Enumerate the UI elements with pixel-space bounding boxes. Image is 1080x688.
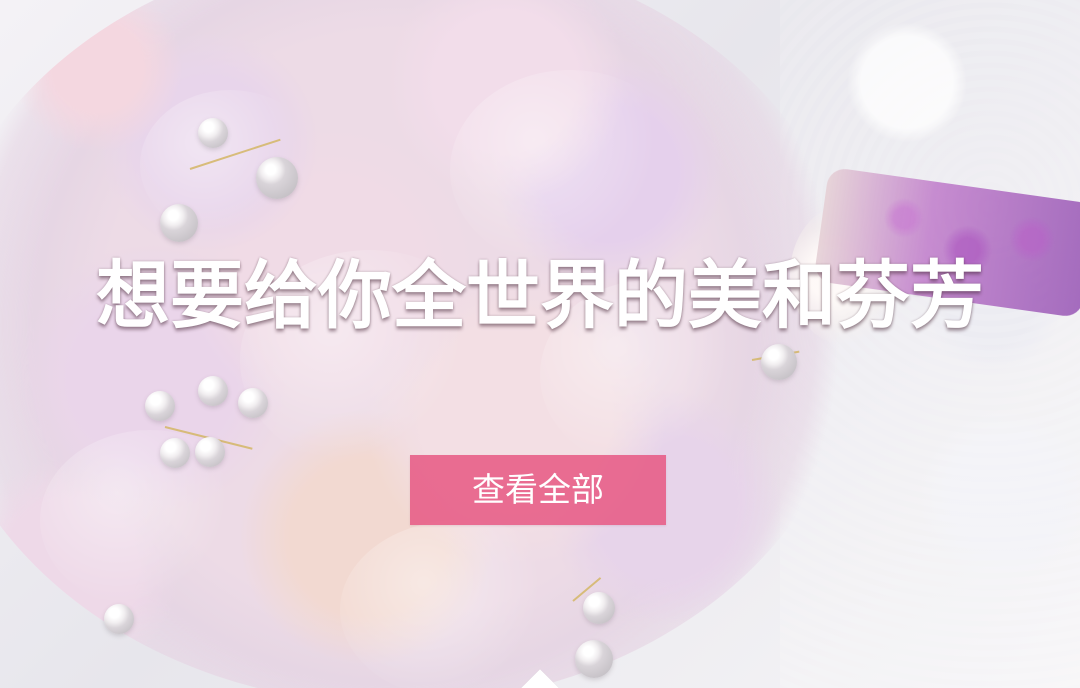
pearl-ornament	[195, 437, 225, 467]
pearl-ornament	[198, 376, 228, 406]
pearl-ornament	[575, 640, 613, 678]
flower-petals-highlight	[40, 430, 260, 610]
flower-petals-highlight	[540, 280, 760, 470]
pearl-ornament	[145, 391, 175, 421]
pearl-ornament	[761, 344, 797, 380]
flower-petals-highlight	[340, 520, 580, 688]
pearl-ornament	[104, 604, 134, 634]
flower-bouquet-image	[0, 0, 860, 688]
pearl-ornament	[256, 157, 298, 199]
pearl-ornament	[238, 388, 268, 418]
pearl-ornament	[160, 204, 198, 242]
pearl-ornament	[160, 438, 190, 468]
pearl-ornament	[583, 592, 615, 624]
view-all-button[interactable]: 查看全部	[410, 455, 666, 525]
flower-petals-highlight	[240, 250, 500, 470]
pearl-ornament	[198, 118, 228, 148]
flower-petals-highlight	[450, 70, 690, 270]
hero-headline: 想要给你全世界的美和芬芳	[96, 253, 984, 339]
